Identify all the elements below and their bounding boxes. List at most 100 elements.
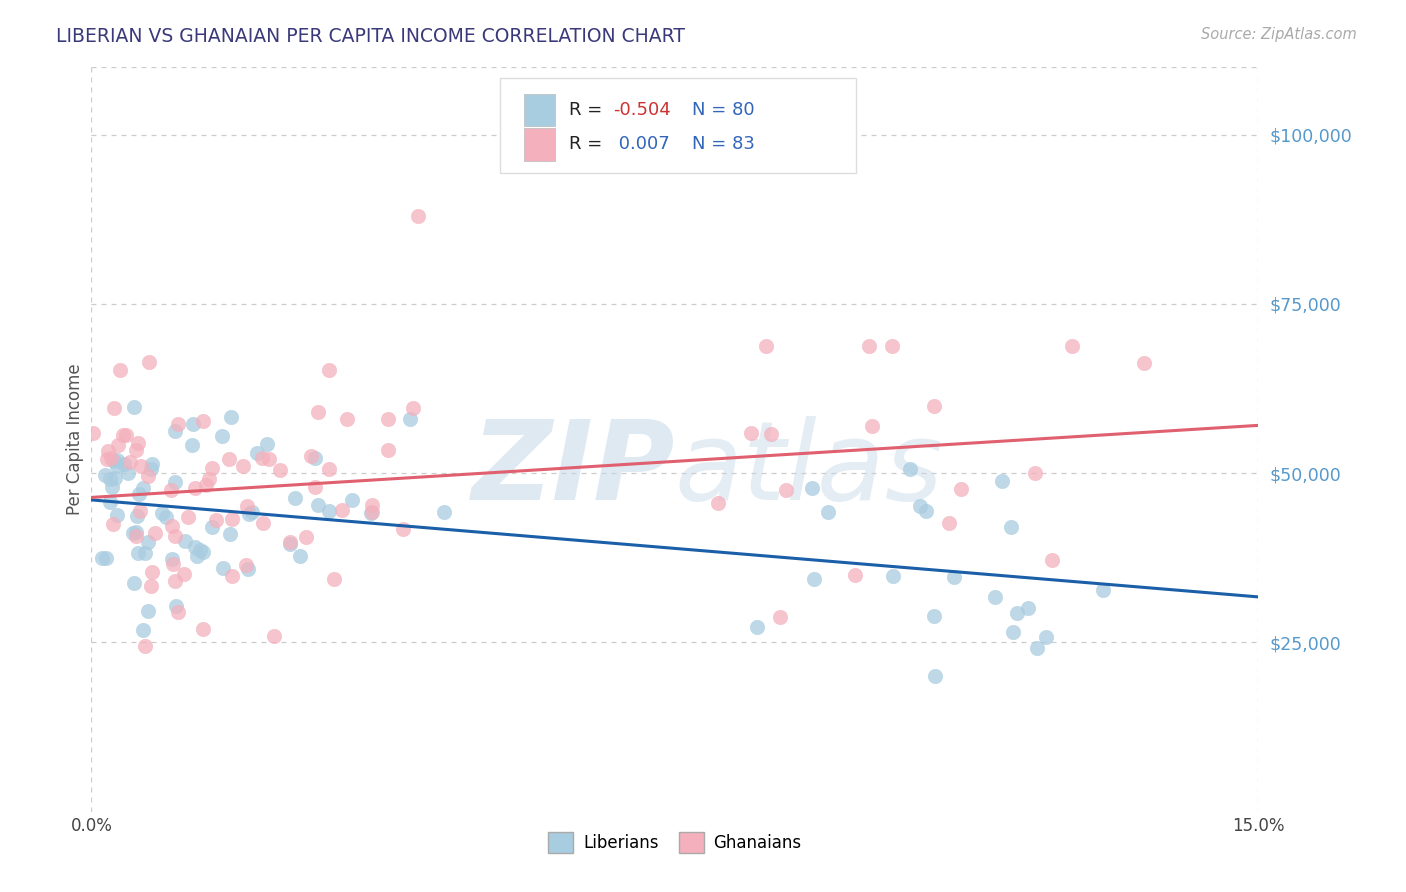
Point [165,475,187,489]
Point [256,437,278,451]
Point [134,545,156,559]
Point [198,472,221,486]
Point [105,459,128,474]
Point [391,523,413,537]
Point [122,400,145,414]
Point [162,552,184,566]
Point [377,442,399,457]
Point [103,454,125,468]
Point [336,411,359,425]
Text: ZIP: ZIP [471,416,675,523]
Point [278,535,301,549]
Point [991,474,1014,488]
Point [129,459,152,474]
Point [127,508,149,523]
Point [212,561,235,575]
Point [284,491,307,505]
Point [775,483,797,498]
Point [139,462,162,476]
Point [1017,600,1039,615]
Point [136,534,159,549]
Point [924,669,946,683]
Text: N = 83: N = 83 [692,136,755,153]
Point [211,429,233,443]
Point [132,623,155,637]
Point [232,459,254,474]
Y-axis label: Per Capita Income: Per Capita Income [66,364,84,515]
Point [101,517,124,532]
Point [307,405,329,419]
Point [803,572,825,586]
Point [160,519,183,533]
Point [165,528,187,542]
Point [103,401,125,416]
Text: 0.007: 0.007 [613,136,669,153]
Point [180,438,202,452]
Point [361,498,384,512]
Point [219,526,242,541]
Point [984,590,1007,604]
Point [1040,553,1063,567]
Point [299,449,322,463]
Point [402,401,425,415]
Point [922,399,945,413]
Point [263,629,285,643]
Point [94,550,117,565]
Point [104,470,127,484]
Point [943,570,966,584]
Point [915,504,938,518]
Point [1035,630,1057,644]
Point [138,354,160,368]
Point [201,520,224,534]
Point [406,209,429,223]
Point [880,339,903,353]
Point [908,499,931,513]
Point [191,622,214,636]
Text: R =: R = [568,136,607,153]
Point [98,472,121,486]
Point [173,567,195,582]
Point [252,516,274,530]
Point [201,461,224,475]
Point [155,509,177,524]
Point [184,541,207,555]
Point [398,411,420,425]
Point [295,530,318,544]
Point [882,569,904,583]
Point [318,462,340,476]
Point [139,578,162,592]
Point [288,549,311,563]
Point [740,425,762,440]
Point [188,543,211,558]
Point [94,468,117,483]
Point [121,526,143,541]
Point [105,508,128,523]
Point [125,524,148,539]
Point [278,536,301,550]
Point [707,496,730,510]
Point [238,508,260,522]
Point [218,452,240,467]
Point [134,640,156,654]
Point [166,605,188,619]
Point [181,417,204,432]
Point [769,610,792,624]
Point [136,468,159,483]
Point [186,549,208,563]
Point [817,505,839,519]
Point [304,450,326,465]
Point [257,451,280,466]
Point [136,603,159,617]
Text: atlas: atlas [675,416,943,523]
Point [132,481,155,495]
Point [191,545,214,559]
Point [101,480,124,494]
Point [1060,339,1083,353]
Point [124,528,146,542]
Point [323,572,346,586]
Point [96,452,118,467]
Point [269,463,291,477]
Point [205,514,228,528]
Point [844,568,866,582]
Point [221,569,243,583]
